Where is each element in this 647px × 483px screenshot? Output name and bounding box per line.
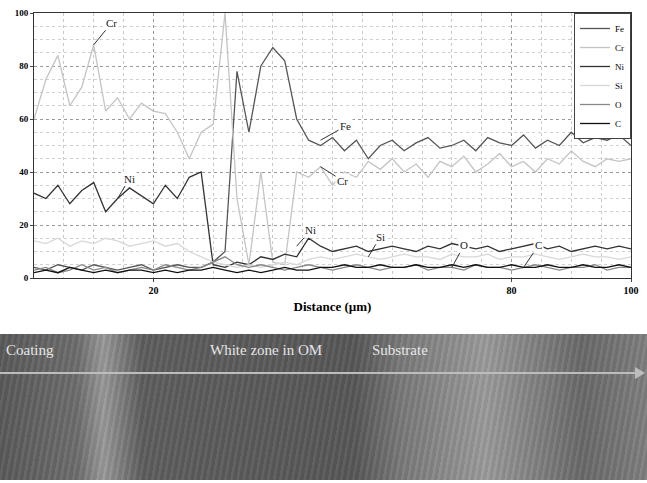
html-text:Coating: Coating: [6, 342, 54, 358]
svg-text:100: 100: [15, 8, 29, 18]
svg-text:Fe: Fe: [615, 24, 624, 34]
svg-text:60: 60: [19, 114, 29, 124]
svg-text:80: 80: [507, 285, 517, 296]
svg-text:20: 20: [19, 220, 29, 230]
svg-text:O: O: [615, 100, 622, 110]
svg-text:Cr: Cr: [337, 175, 348, 187]
svg-text:Distance (µm): Distance (µm): [294, 299, 372, 314]
svg-text:Si: Si: [376, 231, 385, 243]
html-text:White zone in OM: White zone in OM: [210, 342, 323, 358]
svg-text:20: 20: [148, 285, 158, 296]
svg-text:Cr: Cr: [106, 17, 117, 29]
svg-text:Ni: Ni: [305, 224, 316, 236]
svg-text:Si: Si: [615, 81, 623, 91]
svg-text:C: C: [535, 239, 542, 251]
svg-text:80: 80: [19, 61, 29, 71]
svg-text:Ni: Ni: [124, 173, 135, 185]
svg-text:Ni: Ni: [615, 62, 624, 72]
svg-text:100: 100: [624, 285, 639, 296]
html-text:Substrate: Substrate: [372, 342, 428, 358]
svg-text:C: C: [615, 119, 621, 129]
svg-text:Cr: Cr: [615, 43, 624, 53]
svg-text:Fe: Fe: [340, 120, 351, 132]
svg-text:O: O: [460, 239, 468, 251]
svg-text:40: 40: [19, 167, 29, 177]
svg-text:0: 0: [24, 273, 29, 283]
